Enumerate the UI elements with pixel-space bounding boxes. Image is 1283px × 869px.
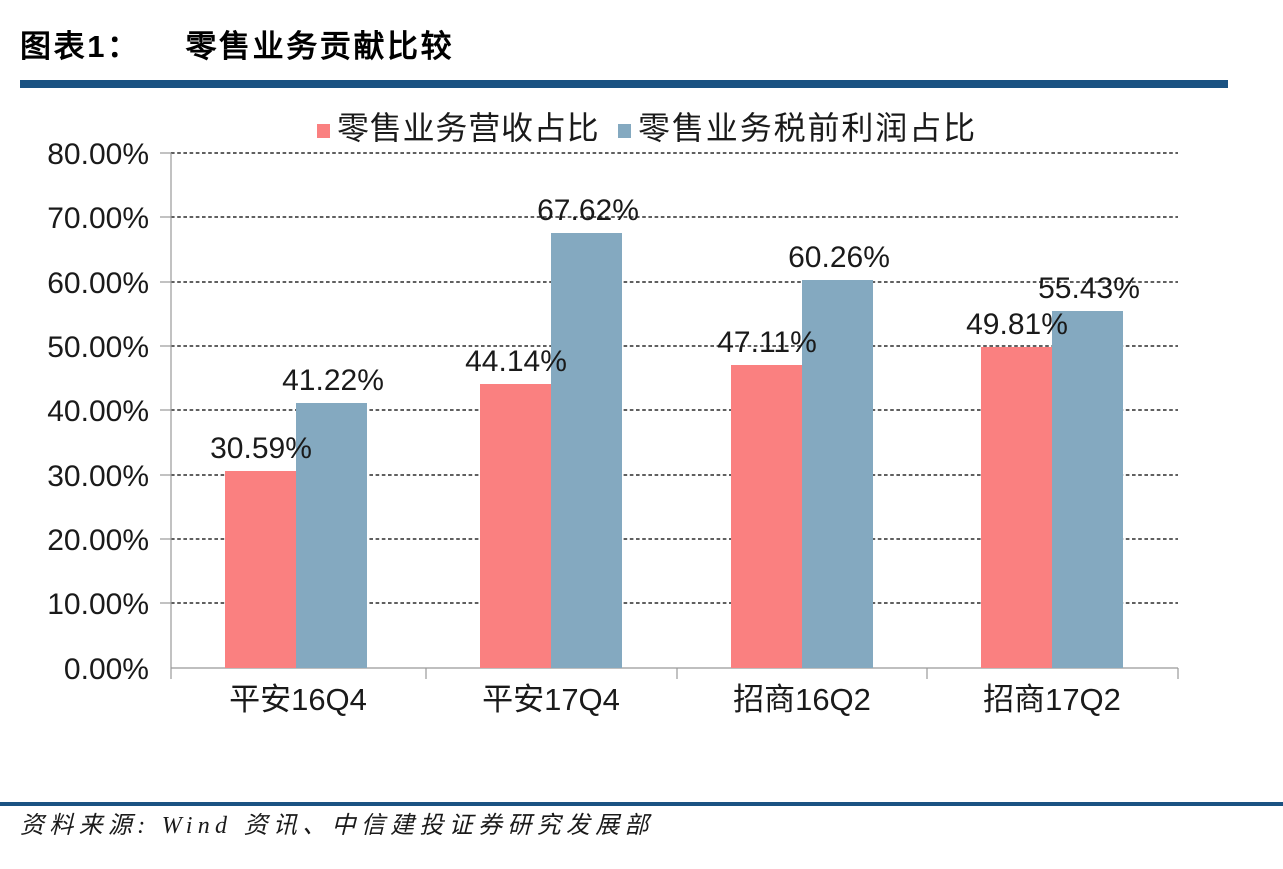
svg-text:67.62%: 67.62% xyxy=(537,194,639,227)
svg-text:0.00%: 0.00% xyxy=(64,653,149,686)
svg-text:零售业务营收占比: 零售业务营收占比 xyxy=(337,110,599,146)
svg-text:47.11%: 47.11% xyxy=(717,326,817,359)
svg-text:41.22%: 41.22% xyxy=(282,364,384,397)
svg-text:招商17Q2: 招商17Q2 xyxy=(983,682,1121,717)
svg-text:30.59%: 30.59% xyxy=(210,432,312,465)
svg-text:30.00%: 30.00% xyxy=(47,460,149,493)
svg-text:80.00%: 80.00% xyxy=(47,138,149,171)
svg-text:平安16Q4: 平安16Q4 xyxy=(229,682,367,717)
svg-text:50.00%: 50.00% xyxy=(47,331,149,364)
svg-text:55.43%: 55.43% xyxy=(1038,272,1140,305)
svg-text:40.00%: 40.00% xyxy=(47,395,149,428)
svg-text:70.00%: 70.00% xyxy=(47,202,149,235)
svg-text:60.26%: 60.26% xyxy=(788,241,890,274)
svg-text:零售业务税前利润占比: 零售业务税前利润占比 xyxy=(638,110,977,146)
svg-text:10.00%: 10.00% xyxy=(47,588,149,621)
svg-text:44.14%: 44.14% xyxy=(465,345,567,378)
svg-text:49.81%: 49.81% xyxy=(966,308,1068,341)
svg-text:平安17Q4: 平安17Q4 xyxy=(482,682,620,717)
svg-text:20.00%: 20.00% xyxy=(47,524,149,557)
svg-text:60.00%: 60.00% xyxy=(47,267,149,300)
svg-text:招商16Q2: 招商16Q2 xyxy=(733,682,871,717)
